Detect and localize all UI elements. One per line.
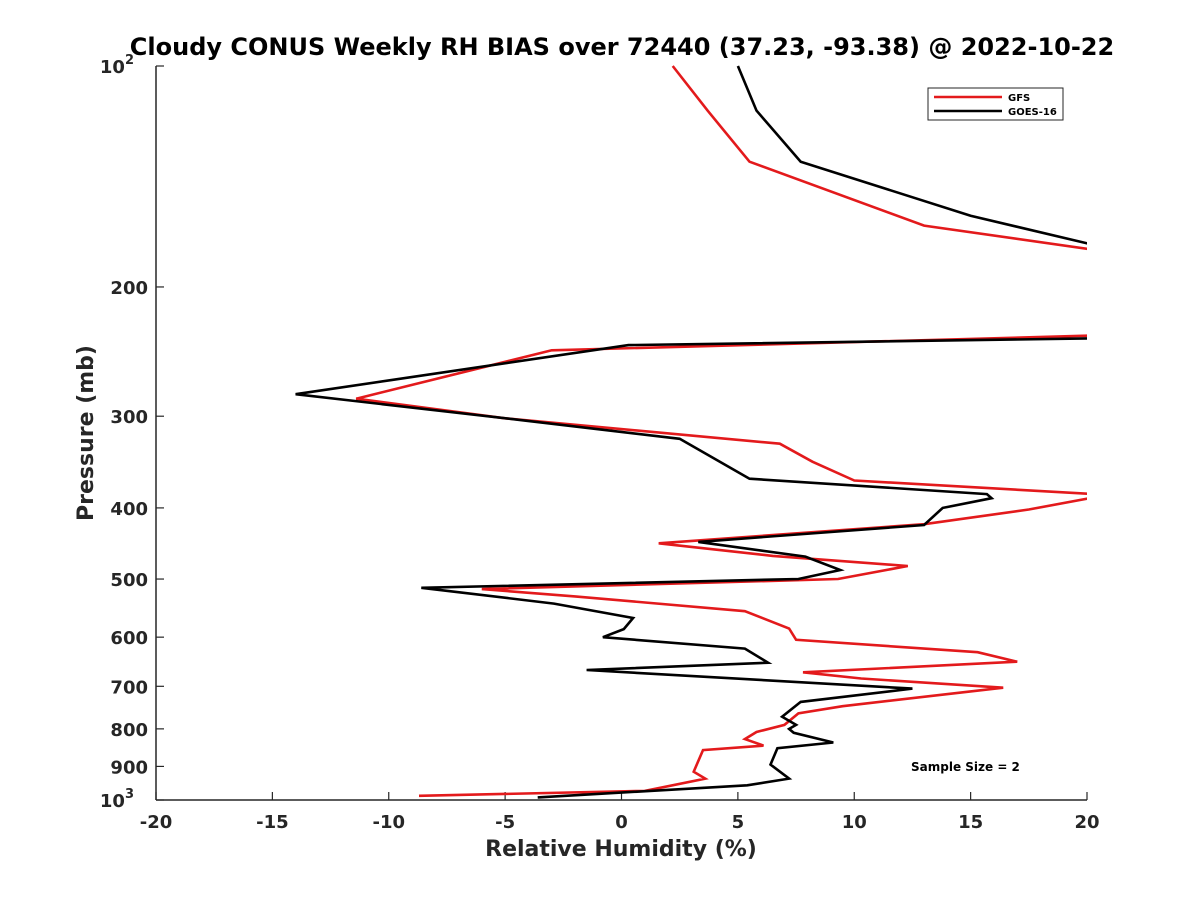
x-tick-label: 5: [732, 812, 745, 833]
x-tick-label: -10: [372, 812, 405, 833]
legend-box: [927, 87, 1064, 121]
y-tick-label: 600: [110, 628, 148, 649]
x-tick-label: -15: [256, 812, 289, 833]
series-line-goes16: [295, 65, 1087, 799]
x-tick-label: -20: [140, 812, 173, 833]
x-tick-label: -5: [495, 812, 515, 833]
series-line-gfs: [355, 65, 1087, 798]
y-tick-label: 500: [110, 570, 148, 591]
x-tick-label: 15: [958, 812, 983, 833]
y-tick-label: 900: [110, 757, 148, 778]
x-axis-ticks: -20 -15 -10 -5 0 5 10 15 20: [140, 792, 1100, 833]
x-axis-label: Relative Humidity (%): [485, 837, 757, 862]
legend: GFS GOES-16: [927, 87, 1064, 121]
y-axis-label: Pressure (mb): [74, 345, 99, 521]
sample-size-annotation: Sample Size = 2: [911, 760, 1020, 774]
legend-label-goes16: GOES-16: [1008, 107, 1057, 118]
legend-label-gfs: GFS: [1008, 93, 1030, 104]
x-tick-label: 0: [615, 812, 628, 833]
y-tick-label: 400: [110, 499, 148, 520]
y-axis-ticks: 102 200 300 400 500 600 700 800 900 103: [100, 53, 164, 812]
y-tick-label: 700: [110, 677, 148, 698]
x-tick-label: 10: [842, 812, 867, 833]
series-layer: [295, 65, 1087, 799]
chart-title: Cloudy CONUS Weekly RH BIAS over 72440 (…: [130, 33, 1114, 61]
x-tick-label: 20: [1074, 812, 1099, 833]
y-tick-label: 800: [110, 720, 148, 741]
y-tick-label: 103: [100, 787, 134, 812]
y-tick-label: 200: [110, 278, 148, 299]
y-tick-label: 300: [110, 407, 148, 428]
y-tick-label: 102: [100, 53, 134, 78]
